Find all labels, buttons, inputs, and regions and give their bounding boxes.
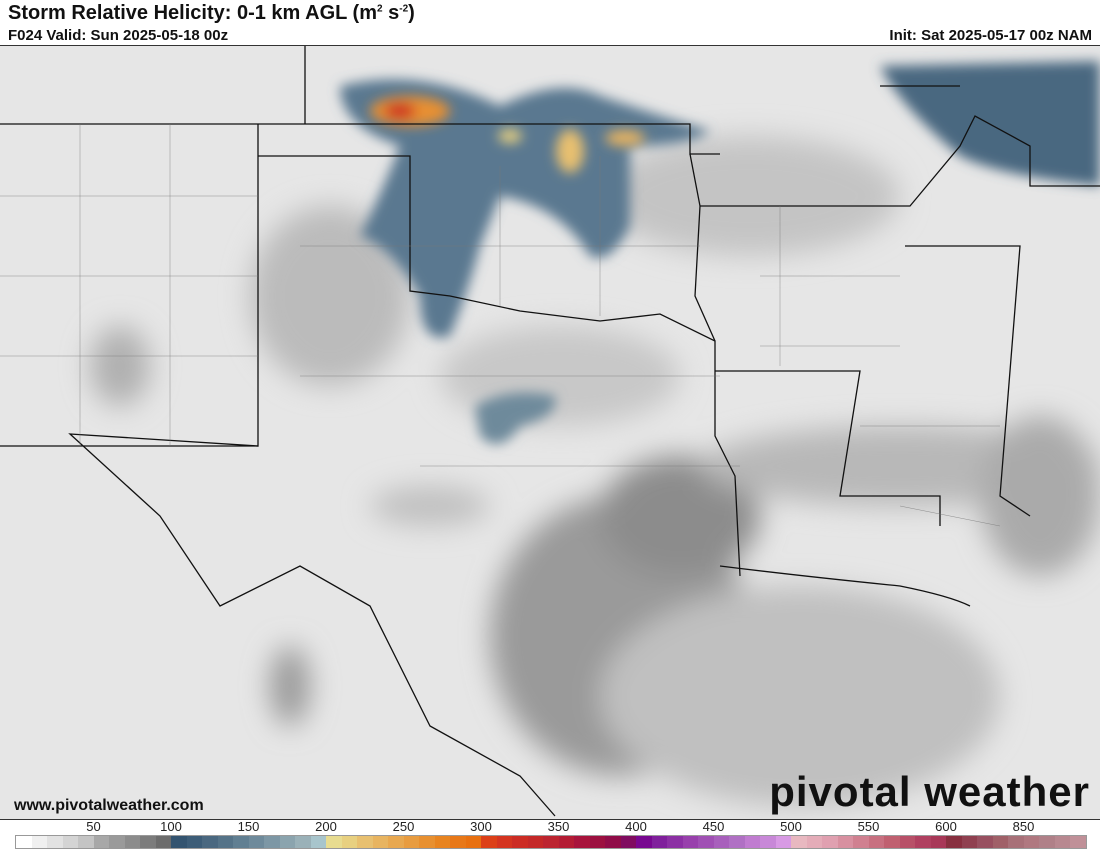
colorbar-swatch — [31, 836, 47, 848]
colorbar-swatch — [341, 836, 357, 848]
colorbar-swatch — [279, 836, 295, 848]
colorbar-label: 600 — [935, 819, 957, 834]
colorbar-swatch — [837, 836, 853, 848]
colorbar-swatch — [186, 836, 202, 848]
colorbar-swatch — [419, 836, 435, 848]
colorbar-label: 400 — [625, 819, 647, 834]
colorbar-swatch — [403, 836, 419, 848]
colorbar-swatch — [233, 836, 249, 848]
colorbar-swatch — [16, 836, 32, 848]
colorbar-swatch — [791, 836, 807, 848]
colorbar-swatch — [620, 836, 636, 848]
colorbar-swatch — [109, 836, 125, 848]
map-canvas — [0, 46, 1100, 819]
colorbar-swatch — [1039, 836, 1055, 848]
colorbar-swatch — [605, 836, 621, 848]
colorbar-label: 150 — [237, 819, 260, 834]
colorbar-swatch — [388, 836, 404, 848]
colorbar-swatch — [310, 836, 326, 848]
title-sup: 2 — [377, 3, 383, 15]
colorbar-swatch — [992, 836, 1008, 848]
colorbar-swatch — [775, 836, 791, 848]
colorbar-label: 500 — [780, 819, 802, 834]
colorbar-label: 250 — [392, 819, 415, 834]
colorbar-swatch — [915, 836, 931, 848]
colorbar-swatch — [946, 836, 962, 848]
colorbar-swatch — [1008, 836, 1024, 848]
colorbar-swatch — [93, 836, 109, 848]
colorbar-label: 200 — [315, 819, 337, 834]
colorbar-swatch — [434, 836, 450, 848]
colorbar-swatch — [713, 836, 729, 848]
colorbar-swatch — [543, 836, 559, 848]
colorbar-swatch — [47, 836, 63, 848]
helicity-high-areas — [370, 96, 645, 173]
colorbar-label: 450 — [702, 819, 725, 834]
colorbar-swatch — [760, 836, 776, 848]
title-text: Storm Relative Helicity: 0-1 km AGL (m — [8, 2, 378, 24]
colorbar-swatch — [295, 836, 311, 848]
colorbar-swatch — [682, 836, 698, 848]
colorbar-swatch — [450, 836, 466, 848]
pivotal-weather-logo: pivotal weather — [769, 768, 1090, 815]
colorbar-swatch — [202, 836, 218, 848]
county-borders — [0, 124, 1001, 527]
colorbar-swatch — [372, 836, 388, 848]
website-watermark: www.pivotalweather.com — [14, 797, 204, 814]
colorbar-swatch — [248, 836, 264, 848]
colorbar-label: 50 — [86, 819, 101, 834]
colorbar-swatch — [1070, 836, 1086, 848]
colorbar-swatch — [78, 836, 94, 848]
colorbar-label: 100 — [160, 819, 182, 834]
colorbar-swatch — [62, 836, 78, 848]
colorbar-swatch — [822, 836, 838, 848]
map-title: Storm Relative Helicity: 0-1 km AGL (m2 … — [8, 2, 415, 25]
colorbar-swatch — [977, 836, 993, 848]
colorbar-swatch — [155, 836, 171, 848]
state-borders — [0, 46, 1100, 817]
colorbar-swatch — [574, 836, 590, 848]
colorbar-swatch — [806, 836, 822, 848]
colorbar-swatch — [636, 836, 652, 848]
colorbar-label: 850 — [1012, 819, 1035, 834]
colorbar — [15, 835, 1087, 849]
colorbar-swatch — [961, 836, 977, 848]
colorbar-swatch — [884, 836, 900, 848]
colorbar-swatch — [264, 836, 280, 848]
colorbar-swatch — [651, 836, 667, 848]
helicity-map — [0, 45, 1100, 820]
colorbar-swatch — [496, 836, 512, 848]
colorbar-swatch — [481, 836, 497, 848]
colorbar-swatch — [853, 836, 869, 848]
colorbar-swatch — [357, 836, 373, 848]
colorbar-label: 350 — [547, 819, 570, 834]
colorbar-swatch — [667, 836, 683, 848]
colorbar-swatch — [527, 836, 543, 848]
title-text: s — [382, 2, 400, 24]
colorbar-swatch — [512, 836, 528, 848]
colorbar-swatch — [729, 836, 745, 848]
valid-time: F024 Valid: Sun 2025-05-18 00z — [8, 27, 229, 44]
colorbar-swatch — [171, 836, 187, 848]
colorbar-swatch — [217, 836, 233, 848]
colorbar-swatch — [465, 836, 481, 848]
colorbar-label: 550 — [857, 819, 880, 834]
colorbar-swatch — [140, 836, 156, 848]
colorbar-swatch — [558, 836, 574, 848]
colorbar-swatch — [698, 836, 714, 848]
colorbar-swatch — [326, 836, 342, 848]
colorbar-swatch — [124, 836, 140, 848]
colorbar-swatch — [930, 836, 946, 848]
colorbar-swatch — [899, 836, 915, 848]
init-time: Init: Sat 2025-05-17 00z NAM — [889, 27, 1092, 44]
colorbar-label: 300 — [470, 819, 492, 834]
title-text: ) — [408, 2, 415, 24]
colorbar-swatch — [589, 836, 605, 848]
colorbar-swatch — [1023, 836, 1039, 848]
colorbar-swatch — [868, 836, 884, 848]
title-sup: -2 — [399, 3, 409, 15]
colorbar-swatch — [744, 836, 760, 848]
colorbar-swatch — [1054, 836, 1070, 848]
